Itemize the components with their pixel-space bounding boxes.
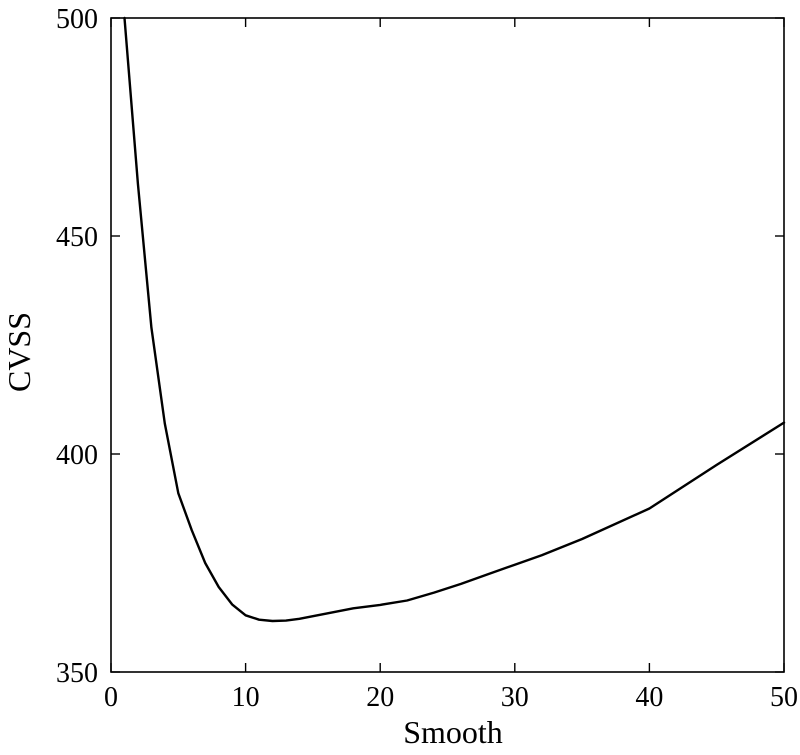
- series-layer: [123, 16, 786, 623]
- cvss-line: [123, 16, 786, 623]
- y-tick-labels: 350 400 450 500: [56, 4, 98, 689]
- ticks: [110, 17, 785, 673]
- plot-frame: [110, 17, 785, 673]
- x-tick-label: 20: [366, 682, 394, 713]
- x-tick-label: 50: [770, 682, 798, 713]
- y-axis-label: CVSS: [1, 312, 37, 392]
- y-tick-label: 500: [56, 4, 98, 35]
- x-tick-label: 30: [501, 682, 529, 713]
- y-tick-label: 400: [56, 440, 98, 471]
- x-tick-label: 0: [104, 682, 118, 713]
- x-tick-label: 10: [232, 682, 260, 713]
- y-tick-label: 450: [56, 222, 98, 253]
- y-tick-label: 350: [56, 658, 98, 689]
- x-tick-label: 40: [635, 682, 663, 713]
- x-tick-labels: 0 10 20 30 40 50: [104, 682, 798, 713]
- x-axis-label: Smooth: [403, 714, 503, 750]
